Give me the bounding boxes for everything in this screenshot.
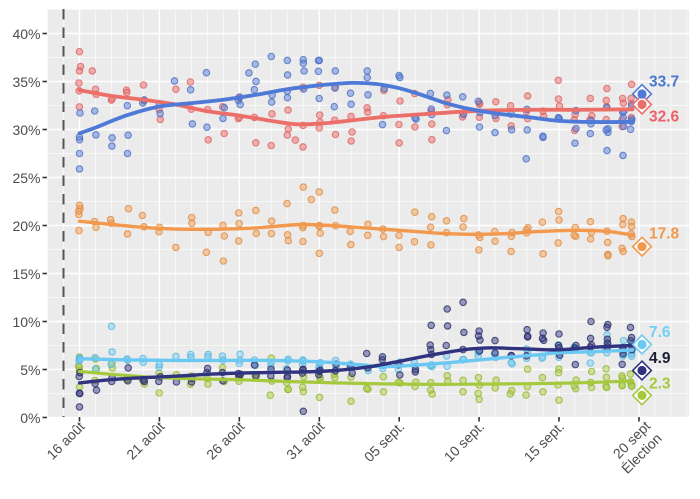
- svg-text:25%: 25%: [12, 170, 40, 186]
- svg-text:4.9: 4.9: [649, 350, 671, 367]
- svg-text:10%: 10%: [12, 314, 40, 330]
- svg-text:7.6: 7.6: [649, 324, 671, 341]
- svg-text:2.3: 2.3: [649, 376, 671, 393]
- svg-text:32.6: 32.6: [649, 109, 680, 126]
- svg-text:40%: 40%: [12, 26, 40, 42]
- svg-text:15%: 15%: [12, 266, 40, 282]
- svg-text:17.8: 17.8: [649, 226, 680, 243]
- svg-text:5%: 5%: [20, 362, 40, 378]
- svg-text:35%: 35%: [12, 74, 40, 90]
- svg-text:20%: 20%: [12, 218, 40, 234]
- svg-text:33.7: 33.7: [649, 74, 679, 91]
- svg-text:0%: 0%: [20, 410, 40, 426]
- svg-text:30%: 30%: [12, 122, 40, 138]
